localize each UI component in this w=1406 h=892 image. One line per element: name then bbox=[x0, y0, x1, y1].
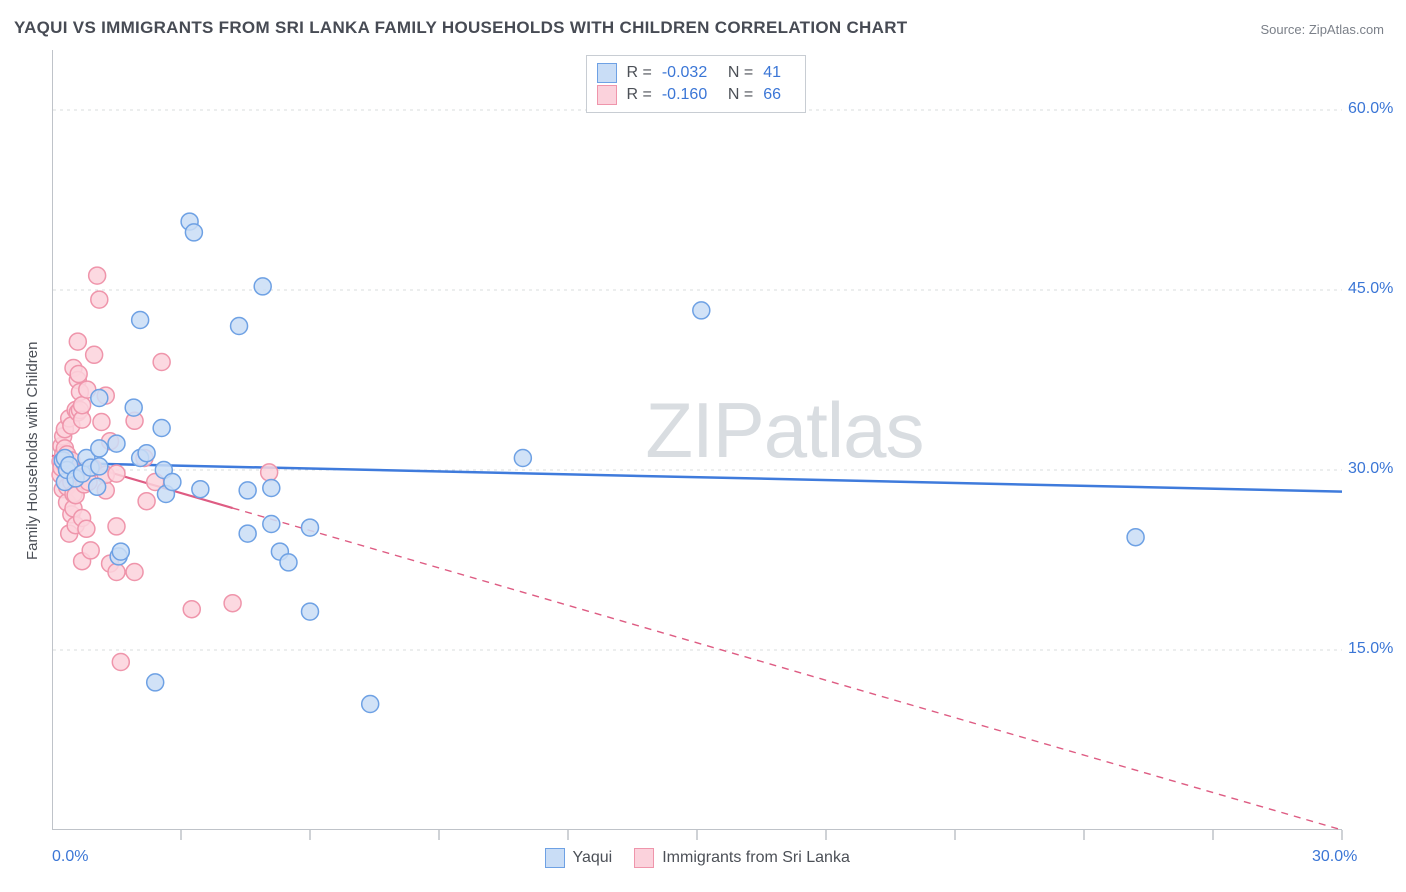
chart-container: { "title": "YAQUI VS IMMIGRANTS FROM SRI… bbox=[0, 0, 1406, 892]
n-label: N = bbox=[728, 62, 753, 84]
y-tick-label: 45.0% bbox=[1348, 280, 1393, 298]
legend-swatch-yaqui bbox=[597, 63, 617, 83]
plot-area bbox=[52, 50, 1342, 830]
r-label: R = bbox=[627, 62, 652, 84]
y-tick-label: 30.0% bbox=[1348, 460, 1393, 478]
legend-item-yaqui: Yaqui bbox=[545, 848, 613, 868]
x-tick-label: 0.0% bbox=[52, 848, 88, 866]
legend-label-sri_lanka: Immigrants from Sri Lanka bbox=[662, 849, 850, 867]
legend-swatch-sri_lanka bbox=[597, 85, 617, 105]
chart-title: YAQUI VS IMMIGRANTS FROM SRI LANKA FAMIL… bbox=[14, 18, 907, 38]
r-label: R = bbox=[627, 84, 652, 106]
n-label: N = bbox=[728, 84, 753, 106]
r-value-sri_lanka: -0.160 bbox=[662, 84, 718, 106]
y-tick-label: 60.0% bbox=[1348, 100, 1393, 118]
legend-swatch-sri_lanka bbox=[634, 848, 654, 868]
legend-item-sri_lanka: Immigrants from Sri Lanka bbox=[634, 848, 850, 868]
stats-row-yaqui: R = -0.032 N = 41 bbox=[597, 62, 792, 84]
r-value-yaqui: -0.032 bbox=[662, 62, 718, 84]
y-tick-label: 15.0% bbox=[1348, 640, 1393, 658]
legend-label-yaqui: Yaqui bbox=[573, 849, 613, 867]
x-tick-label: 30.0% bbox=[1312, 848, 1357, 866]
correlation-stats-box: R = -0.032 N = 41 R = -0.160 N = 66 bbox=[586, 55, 807, 113]
legend-swatch-yaqui bbox=[545, 848, 565, 868]
y-axis-label: Family Households with Children bbox=[24, 342, 41, 560]
n-value-yaqui: 41 bbox=[763, 62, 791, 84]
stats-row-sri_lanka: R = -0.160 N = 66 bbox=[597, 84, 792, 106]
n-value-sri_lanka: 66 bbox=[763, 84, 791, 106]
series-legend: Yaqui Immigrants from Sri Lanka bbox=[545, 848, 850, 868]
source-label: Source: ZipAtlas.com bbox=[1260, 22, 1384, 37]
